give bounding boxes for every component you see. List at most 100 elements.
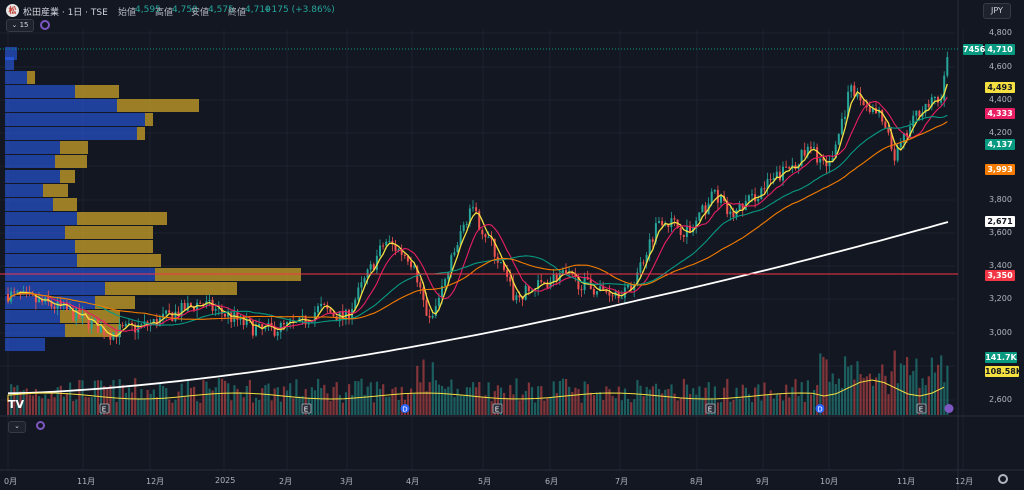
- split-marker-icon: [944, 404, 954, 413]
- candle-body: [701, 205, 704, 213]
- pane-collapse-button[interactable]: ⌄: [8, 421, 26, 433]
- candle-body: [180, 302, 183, 317]
- volume-bar: [847, 366, 850, 415]
- volume-bar: [47, 398, 50, 415]
- pane-settings-icon[interactable]: [36, 421, 45, 430]
- candle-body: [357, 287, 360, 300]
- candle-body: [906, 133, 908, 137]
- volume-bar: [583, 381, 586, 415]
- candle-body: [729, 211, 732, 215]
- candle-body: [865, 105, 868, 108]
- ma-long1-label: 4,137: [985, 139, 1015, 150]
- ma-mid-line: [7, 96, 948, 332]
- candle-body: [574, 273, 577, 277]
- volume-bar: [50, 392, 53, 415]
- volume-bar: [490, 401, 493, 415]
- candle-body: [140, 324, 143, 326]
- volume-bar: [13, 387, 16, 415]
- volume-bar: [596, 392, 599, 415]
- candle-body: [459, 231, 462, 246]
- candle-body: [388, 241, 391, 243]
- indicators-collapse-button[interactable]: ⌄ 15: [6, 19, 34, 32]
- volume-bar: [453, 396, 456, 415]
- candle-body: [171, 312, 174, 322]
- candle-body: [868, 107, 871, 113]
- candle-body: [909, 126, 912, 137]
- volume-bar: [155, 397, 158, 415]
- volume-bar: [279, 401, 282, 415]
- candle-body: [224, 313, 226, 317]
- candle-body: [493, 238, 496, 257]
- symbol-title[interactable]: 松田産業 · 1日 · TSE: [23, 8, 108, 18]
- candle-body: [912, 115, 915, 127]
- chart-settings-gear-icon[interactable]: [998, 474, 1008, 484]
- candle-body: [710, 191, 713, 204]
- volume-bar: [825, 359, 828, 415]
- volume-bar: [310, 387, 313, 415]
- high-value: 4,750: [172, 5, 198, 15]
- candle-body: [847, 91, 850, 117]
- candle-body: [704, 205, 707, 215]
- candle-body: [608, 292, 611, 296]
- candle-body: [478, 211, 481, 231]
- symbol-logo-icon[interactable]: 松: [6, 4, 19, 17]
- candle-body: [279, 322, 282, 333]
- candle-body: [747, 195, 750, 202]
- volume-bar: [797, 395, 800, 415]
- volume-profile-bar: [5, 127, 137, 140]
- volume-bar: [75, 399, 78, 415]
- volume-bar: [794, 379, 797, 415]
- volume-bar: [137, 398, 140, 415]
- volume-bar: [676, 400, 679, 415]
- volume-bar: [481, 397, 484, 415]
- currency-button[interactable]: JPY: [983, 3, 1011, 19]
- volume-profile-bar: [5, 212, 77, 225]
- candle-body: [34, 295, 37, 303]
- candle-body: [87, 316, 90, 329]
- high-label: 高値: [155, 8, 174, 18]
- candle-body: [543, 281, 546, 284]
- candle-body: [937, 96, 939, 103]
- ma-long1-line: [7, 114, 948, 326]
- volume-bar: [605, 386, 608, 415]
- candle-body: [918, 110, 921, 117]
- candle-body: [651, 239, 654, 242]
- marker-letter: E: [495, 406, 499, 414]
- volume-bar: [143, 398, 146, 415]
- poc-label: 3,350: [985, 270, 1015, 281]
- volume-bar: [149, 393, 152, 415]
- low-value: 4,575: [208, 5, 234, 15]
- volume-bar: [286, 390, 289, 415]
- candle-body: [100, 326, 102, 333]
- volume-bar: [716, 402, 720, 415]
- volume-bar: [242, 397, 245, 415]
- volume-bar: [16, 385, 19, 415]
- volume-bar: [282, 386, 286, 415]
- volume-profile-bar: [5, 184, 43, 197]
- volume-bar: [428, 382, 431, 415]
- volume-bar: [568, 386, 571, 415]
- candle-body: [611, 295, 614, 297]
- candle-body: [658, 221, 660, 224]
- volume-bar: [258, 400, 261, 415]
- candle-body: [642, 262, 645, 264]
- volume-bar: [230, 400, 233, 415]
- open-label: 始値: [118, 8, 137, 18]
- volume-profile-bar: [105, 282, 237, 295]
- volume-bar: [289, 383, 292, 415]
- candle-body: [428, 315, 431, 318]
- candle-body: [757, 198, 760, 202]
- volume-bar: [462, 395, 465, 415]
- volume-bar: [447, 386, 450, 415]
- marker-letter: E: [919, 406, 923, 414]
- settings-gear-icon[interactable]: [40, 20, 50, 30]
- volume-bar: [741, 384, 744, 415]
- candle-body: [13, 291, 16, 293]
- volume-bar: [661, 393, 664, 415]
- volume-bar: [940, 355, 943, 415]
- volume-bar: [617, 386, 620, 415]
- volume-bar: [360, 378, 363, 415]
- candle-body: [165, 310, 168, 314]
- ma-short-label: 4,493: [985, 82, 1015, 93]
